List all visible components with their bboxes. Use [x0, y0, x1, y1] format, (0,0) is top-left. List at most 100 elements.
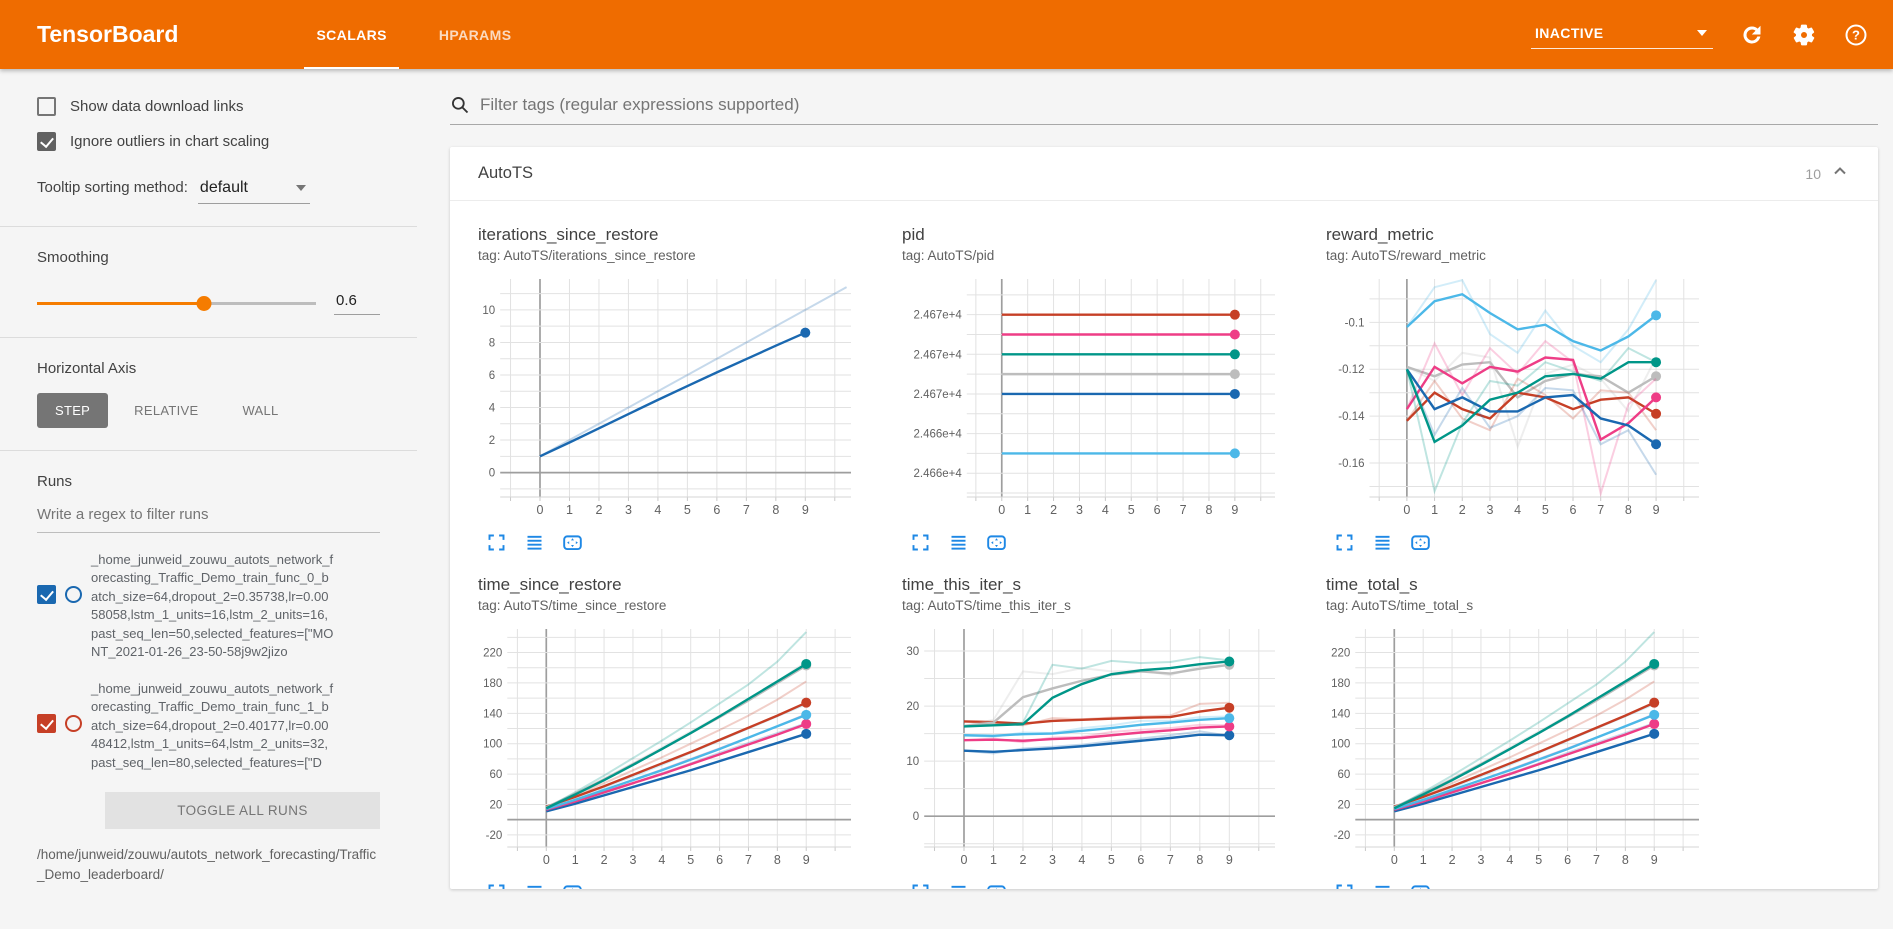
ignore-outliers-checkbox[interactable]: [37, 132, 56, 151]
svg-text:0: 0: [543, 853, 550, 867]
svg-text:220: 220: [483, 648, 502, 660]
svg-text:4: 4: [1102, 503, 1109, 517]
fit-domain-button[interactable]: [986, 532, 1007, 553]
card-title: AutoTS: [478, 164, 534, 182]
fit-domain-button[interactable]: [986, 882, 1007, 889]
runs-filter-input[interactable]: [37, 496, 380, 533]
runs-menu-button[interactable]: [948, 882, 969, 889]
tab-scalars[interactable]: SCALARS: [290, 0, 412, 69]
smoothing-label: Smoothing: [37, 249, 109, 266]
svg-text:8: 8: [1625, 503, 1632, 517]
expand-chart-button[interactable]: [910, 882, 931, 889]
svg-text:9: 9: [1651, 853, 1658, 867]
expand-chart-button[interactable]: [486, 882, 507, 889]
runs-menu-button[interactable]: [524, 882, 545, 889]
smoothing-slider[interactable]: [37, 295, 316, 311]
svg-text:2: 2: [1019, 853, 1026, 867]
chart-plot[interactable]: 0 2 4 6 8 10 0 1 2 3 4 5 6 7 8 9: [478, 271, 902, 528]
chart-plot[interactable]: 0 10 20 30 0 1 2 3 4 5 6 7 8 9: [902, 621, 1326, 878]
runs-menu-button[interactable]: [1372, 532, 1393, 553]
menu-bars-icon: [1375, 885, 1390, 888]
reload-status-dropdown[interactable]: INACTIVE: [1531, 21, 1713, 49]
svg-text:-20: -20: [1334, 830, 1351, 842]
fit-domain-button[interactable]: [562, 532, 583, 553]
chart-plot[interactable]: 2.467e+4 2.467e+4 2.467e+4 2.466e+4 2.466e+4…: [902, 271, 1326, 528]
chevron-up-icon: [1830, 161, 1850, 186]
run-name: _home_junweid_zouwu_autots_network_forec…: [91, 552, 334, 660]
autots-card-header[interactable]: AutoTS 10: [450, 147, 1878, 201]
chart-plot[interactable]: -20 20 60 100 140 180 220 0 1 2 3 4 5 6 7 8 9: [478, 621, 902, 878]
chart-plot[interactable]: -0.1 -0.12 -0.14 -0.16 0 1 2 3 4 5 6 7 8 9: [1326, 271, 1750, 528]
charts-grid: iterations_since_restore tag: AutoTS/ite…: [450, 201, 1878, 889]
svg-text:8: 8: [774, 853, 781, 867]
svg-text:-20: -20: [486, 830, 503, 842]
ignore-outliers-row[interactable]: Ignore outliers in chart scaling: [37, 132, 380, 151]
chart-tag: tag: AutoTS/iterations_since_restore: [478, 248, 696, 263]
chart-actions: [910, 882, 1326, 889]
fit-domain-button[interactable]: [1410, 532, 1431, 553]
expand-chart-button[interactable]: [910, 532, 931, 553]
fit-to-data-icon: [1411, 885, 1430, 889]
svg-text:6: 6: [713, 503, 720, 517]
expand-chart-button[interactable]: [486, 532, 507, 553]
fullscreen-icon: [1336, 884, 1353, 889]
svg-text:1: 1: [1431, 503, 1438, 517]
chart-plot[interactable]: -20 20 60 100 140 180 220 0 1 2 3 4 5 6 7 8 9: [1326, 621, 1750, 878]
slider-fill: [37, 301, 205, 305]
run-radio[interactable]: [65, 714, 82, 732]
run-radio[interactable]: [65, 586, 82, 603]
show-download-links-checkbox[interactable]: [37, 97, 56, 116]
fit-to-data-icon: [987, 885, 1006, 889]
run-checkbox[interactable]: [37, 713, 56, 733]
refresh-icon: [1743, 25, 1761, 43]
slider-thumb[interactable]: [196, 295, 212, 311]
svg-text:7: 7: [1597, 503, 1604, 517]
runs-menu-button[interactable]: [524, 532, 545, 553]
expand-chart-button[interactable]: [1334, 532, 1355, 553]
svg-text:0: 0: [913, 811, 919, 823]
svg-text:6: 6: [1137, 853, 1144, 867]
svg-text:4: 4: [1514, 503, 1521, 517]
show-download-links-row[interactable]: Show data download links: [37, 97, 380, 116]
runs-menu-button[interactable]: [1372, 882, 1393, 889]
fit-domain-button[interactable]: [1410, 882, 1431, 889]
app-header: TensorBoard SCALARS HPARAMS INACTIVE ?: [0, 0, 1893, 69]
tag-filter-input[interactable]: [480, 95, 1878, 115]
svg-text:6: 6: [489, 370, 495, 382]
axis-step-button[interactable]: STEP: [37, 393, 109, 428]
chart-title: pid: [902, 225, 925, 244]
run-checkbox[interactable]: [37, 585, 56, 604]
toggle-all-runs-button[interactable]: TOGGLE ALL RUNS: [105, 791, 380, 829]
scalar-chart-card: iterations_since_restore tag: AutoTS/ite…: [478, 225, 902, 553]
smoothing-value-field[interactable]: 0.6: [334, 290, 380, 315]
runs-menu-button[interactable]: [948, 532, 969, 553]
help-icon: ?: [1845, 24, 1867, 45]
settings-button[interactable]: [1791, 22, 1817, 48]
fit-to-data-icon: [1411, 535, 1430, 551]
svg-text:5: 5: [684, 503, 691, 517]
svg-text:6: 6: [1570, 503, 1577, 517]
svg-text:5: 5: [1128, 503, 1135, 517]
settings-sidebar: Show data download links Ignore outliers…: [0, 69, 417, 929]
menu-bars-icon: [527, 885, 542, 888]
refresh-button[interactable]: [1739, 22, 1765, 48]
svg-text:6: 6: [1154, 503, 1161, 517]
help-button[interactable]: ?: [1843, 22, 1869, 48]
svg-text:20: 20: [1338, 799, 1351, 811]
axis-wall-button[interactable]: WALL: [242, 403, 279, 418]
chart-tag: tag: AutoTS/time_since_restore: [478, 598, 667, 613]
svg-text:2: 2: [1449, 853, 1456, 867]
svg-text:2: 2: [1459, 503, 1466, 517]
axis-relative-button[interactable]: RELATIVE: [134, 403, 199, 418]
tooltip-sorting-select[interactable]: default: [197, 177, 310, 204]
fit-domain-button[interactable]: [562, 882, 583, 889]
collapse-control[interactable]: 10: [1805, 161, 1850, 186]
tab-hparams[interactable]: HPARAMS: [438, 26, 512, 43]
svg-text:5: 5: [687, 853, 694, 867]
svg-text:9: 9: [1226, 853, 1233, 867]
svg-text:20: 20: [906, 701, 919, 713]
svg-text:-0.1: -0.1: [1345, 317, 1365, 329]
svg-text:20: 20: [490, 799, 503, 811]
expand-chart-button[interactable]: [1334, 882, 1355, 889]
svg-text:6: 6: [716, 853, 723, 867]
